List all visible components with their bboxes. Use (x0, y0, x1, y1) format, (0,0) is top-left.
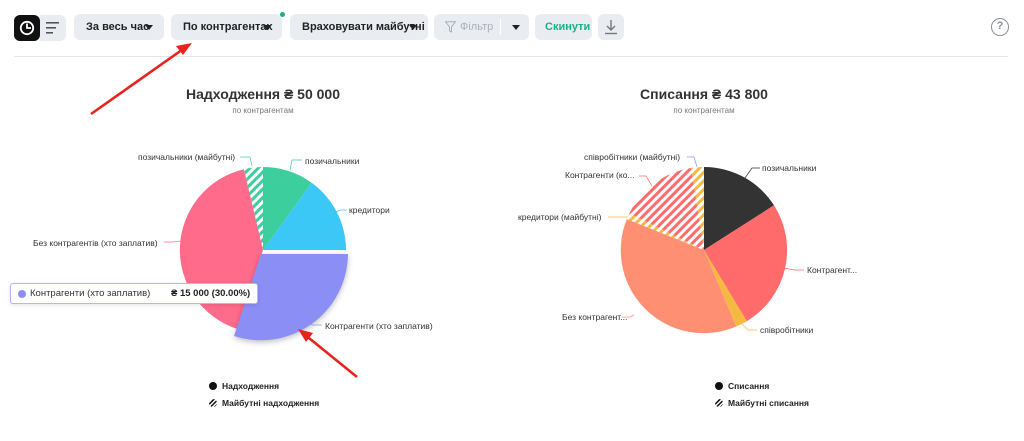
chart-tooltip: Контрагенти (хто заплатив) ₴ 15 000 (30.… (10, 283, 258, 304)
tooltip-value: ₴ 15 000 (30.00%) (171, 288, 251, 299)
filter-button[interactable]: Фільтр (434, 14, 529, 40)
legend-hatch-icon (715, 399, 723, 407)
expense-slice-no-counterparty[interactable] (620, 219, 737, 334)
toolbar: За весь час По контрагентах Враховувати … (0, 0, 1024, 56)
expense-label-creditors-future: кредитори (майбутні) (518, 212, 602, 222)
expense-leader-employees-future (687, 156, 698, 168)
income-legend-future-label: Майбутні надходження (222, 398, 320, 408)
income-leader-creditors (331, 209, 347, 215)
income-label-debtors-future: позичальники (майбутні) (138, 152, 236, 162)
income-chart-title: Надходження ₴ 50 000 (185, 86, 341, 102)
chevron-down-icon (263, 25, 271, 30)
income-label-no-counterparty: Без контрагентів (хто заплатив) (33, 238, 158, 248)
income-leader-no-counterparty (164, 240, 182, 243)
help-icon[interactable]: ? (991, 18, 1009, 36)
expense-slice-creditors-future[interactable] (626, 213, 704, 250)
expense-legend-future[interactable]: Майбутні списання (715, 398, 815, 409)
active-indicator-dot (280, 12, 285, 17)
group-by-dropdown[interactable]: По контрагентах (171, 12, 285, 40)
expense-leader-debtors (744, 167, 760, 179)
chevron-down-icon (409, 25, 417, 30)
tooltip-name: Контрагенти (хто заплатив) (30, 288, 151, 299)
income-slice-counterparties[interactable] (234, 254, 348, 341)
expense-label-no-counterparty: Без контрагент... (562, 312, 628, 322)
expense-legend-actual[interactable]: Списання (715, 381, 775, 392)
expense-label-employees: співробітники (760, 325, 814, 335)
income-chart-subtitle: по контрагентам (232, 106, 294, 115)
income-legend-future[interactable]: Майбутні надходження (209, 398, 329, 409)
legend-dot-icon (715, 382, 723, 390)
tooltip-color-dot (18, 290, 26, 298)
future-dropdown[interactable]: Враховувати майбутні (290, 14, 428, 40)
expense-chart-subtitle: по контрагентам (673, 106, 735, 115)
legend-dot-icon (209, 382, 217, 390)
app-logo-icon[interactable] (14, 15, 40, 41)
expense-leader-no-counterparty (622, 314, 635, 318)
expense-legend-future-label: Майбутні списання (728, 398, 809, 408)
chevron-down-icon[interactable] (512, 25, 520, 30)
income-slice-creditors[interactable] (263, 182, 346, 250)
expense-label-counterparties-future: Контрагенти (ко... (565, 170, 635, 180)
income-slice-debtors[interactable] (263, 167, 312, 250)
expense-leader-counterparties-future (639, 175, 653, 187)
income-label-counterparties: Контрагенти (хто заплатив) (325, 321, 433, 331)
legend-hatch-icon (209, 399, 217, 407)
expense-leader-employees (741, 323, 757, 331)
toolbar-divider (14, 56, 1008, 57)
expense-slice-counterparties-future[interactable] (629, 168, 704, 250)
expense-label-counterparties: Контрагент... (807, 265, 858, 275)
income-label-debtors: позичальники (305, 156, 360, 166)
download-button[interactable] (598, 14, 624, 40)
income-legend-actual[interactable]: Надходження (209, 381, 289, 392)
filter-label: Фільтр (460, 21, 494, 33)
expense-slice-employees-future[interactable] (691, 166, 704, 250)
income-label-creditors: кредитори (349, 205, 390, 215)
filter-separator (500, 19, 501, 35)
expense-slice-counterparties[interactable] (704, 205, 788, 322)
income-slice-counterparties-future[interactable] (243, 166, 263, 250)
expense-slice-employees[interactable] (704, 250, 747, 327)
chevron-down-icon (145, 25, 153, 30)
download-icon (605, 20, 617, 35)
expense-leader-counterparties (782, 267, 804, 271)
expense-legend-actual-label: Списання (728, 381, 770, 391)
filter-icon (445, 21, 456, 33)
income-leader-debtors (289, 159, 302, 171)
menu-lines-icon[interactable] (40, 15, 66, 41)
expense-label-employees-future: співробітники (майбутні) (584, 152, 681, 162)
income-legend-actual-label: Надходження (222, 381, 280, 391)
reset-button[interactable]: Скинути (535, 14, 592, 40)
expense-label-debtors: позичальники (762, 163, 817, 173)
reset-label: Скинути (545, 21, 591, 33)
income-leader-counterparties (305, 317, 322, 326)
income-leader-debtors-future (240, 156, 253, 167)
expense-chart-title: Списання ₴ 43 800 (640, 86, 768, 102)
future-label: Враховувати майбутні (302, 21, 425, 33)
group-by-label: По контрагентах (183, 21, 273, 33)
expense-slice-debtors[interactable] (704, 166, 774, 250)
period-dropdown[interactable]: За весь час (74, 14, 164, 40)
period-label: За весь час (86, 21, 150, 33)
